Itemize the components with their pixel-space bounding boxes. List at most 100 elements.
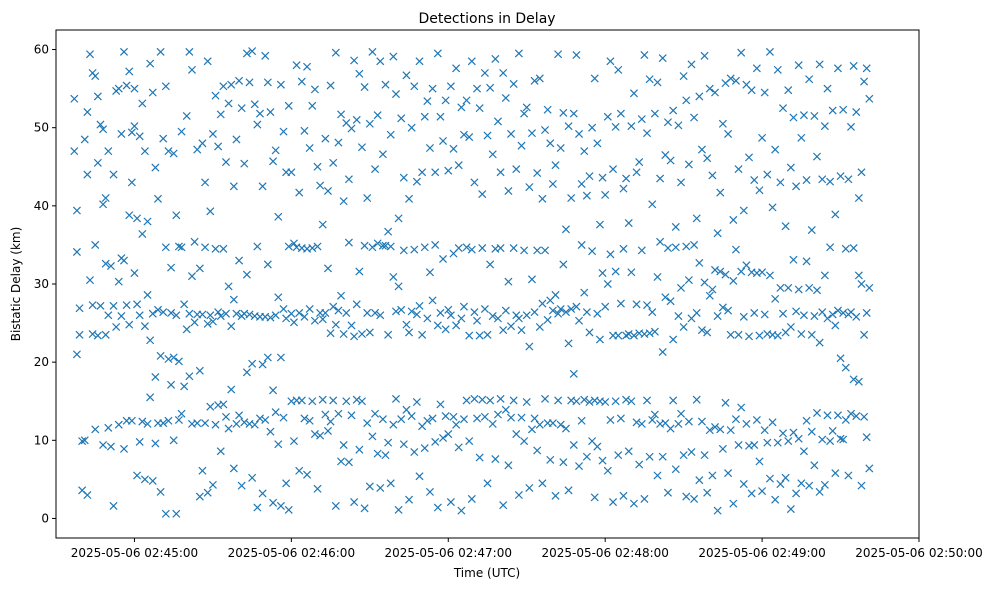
data-point (276, 80, 285, 89)
data-point (70, 94, 79, 103)
data-point (794, 61, 803, 70)
data-point (347, 321, 356, 330)
data-point (72, 206, 81, 215)
data-point (83, 108, 92, 117)
data-point (235, 411, 244, 420)
data-point (431, 437, 440, 446)
data-point (614, 451, 623, 460)
data-point (758, 487, 767, 496)
data-point (174, 242, 183, 251)
data-point (781, 222, 790, 231)
data-point (865, 94, 874, 103)
data-point (575, 129, 584, 138)
data-point (658, 54, 667, 63)
data-point (530, 414, 539, 423)
data-point (572, 397, 581, 406)
data-point (517, 326, 526, 335)
data-point (365, 328, 374, 337)
data-point (420, 112, 429, 121)
data-point (737, 48, 746, 57)
data-point (373, 111, 382, 120)
data-point (391, 394, 400, 403)
data-point (509, 79, 518, 88)
data-point (541, 394, 550, 403)
data-point (656, 237, 665, 246)
data-point (844, 175, 853, 184)
data-point (454, 244, 463, 253)
data-point (650, 109, 659, 118)
data-point (357, 143, 366, 152)
data-point (357, 329, 366, 339)
x-tick-label: 2025-05-06 02:48:00 (541, 546, 668, 560)
data-point (582, 452, 591, 461)
data-point (295, 308, 304, 317)
data-point (595, 220, 604, 229)
data-point (786, 163, 795, 172)
data-point (580, 395, 589, 404)
data-point (713, 229, 722, 238)
data-point (125, 320, 134, 329)
data-point (130, 269, 139, 278)
data-point (758, 268, 767, 277)
data-point (125, 211, 134, 220)
data-point (269, 157, 278, 166)
data-point (820, 480, 829, 489)
data-point (101, 194, 110, 203)
data-point (504, 461, 513, 470)
data-point (78, 437, 87, 446)
data-point (810, 111, 819, 120)
data-point (726, 330, 735, 339)
data-point (381, 451, 390, 460)
data-point (648, 200, 657, 209)
data-point (561, 225, 570, 234)
data-point (376, 483, 385, 493)
data-point (127, 128, 136, 137)
data-point (161, 82, 170, 91)
data-point (151, 439, 160, 448)
data-point (729, 215, 738, 224)
data-point (397, 114, 406, 123)
data-point (229, 295, 238, 304)
data-point (431, 168, 440, 177)
data-point (522, 311, 531, 320)
data-point (462, 396, 471, 405)
data-point (114, 277, 123, 286)
data-point (446, 498, 455, 507)
data-point (190, 318, 199, 327)
data-point (206, 402, 215, 411)
data-point (337, 291, 346, 300)
data-point (462, 96, 471, 105)
data-point (405, 328, 414, 337)
data-point (541, 126, 550, 135)
data-point (148, 309, 157, 318)
data-point (598, 269, 607, 278)
data-point (452, 64, 461, 73)
data-point (203, 57, 212, 66)
data-point (546, 139, 555, 148)
data-point (235, 256, 244, 265)
data-point (548, 179, 557, 188)
data-point (83, 170, 92, 179)
data-point (674, 312, 683, 321)
data-point (232, 419, 241, 428)
data-point (520, 109, 529, 118)
data-point (467, 494, 476, 503)
data-point (572, 50, 581, 60)
data-point (344, 238, 353, 247)
data-point (535, 322, 544, 332)
data-point (423, 314, 432, 323)
data-point (493, 410, 502, 419)
data-point (731, 245, 740, 254)
data-point (352, 300, 361, 309)
data-point (512, 430, 521, 439)
data-point (428, 414, 437, 423)
data-point (386, 130, 395, 139)
data-point (237, 104, 246, 113)
data-point (365, 119, 374, 128)
data-point (198, 466, 207, 475)
data-point (135, 132, 144, 141)
data-point (721, 270, 730, 279)
data-point (852, 412, 861, 421)
data-point (465, 437, 474, 446)
data-point (316, 181, 325, 190)
